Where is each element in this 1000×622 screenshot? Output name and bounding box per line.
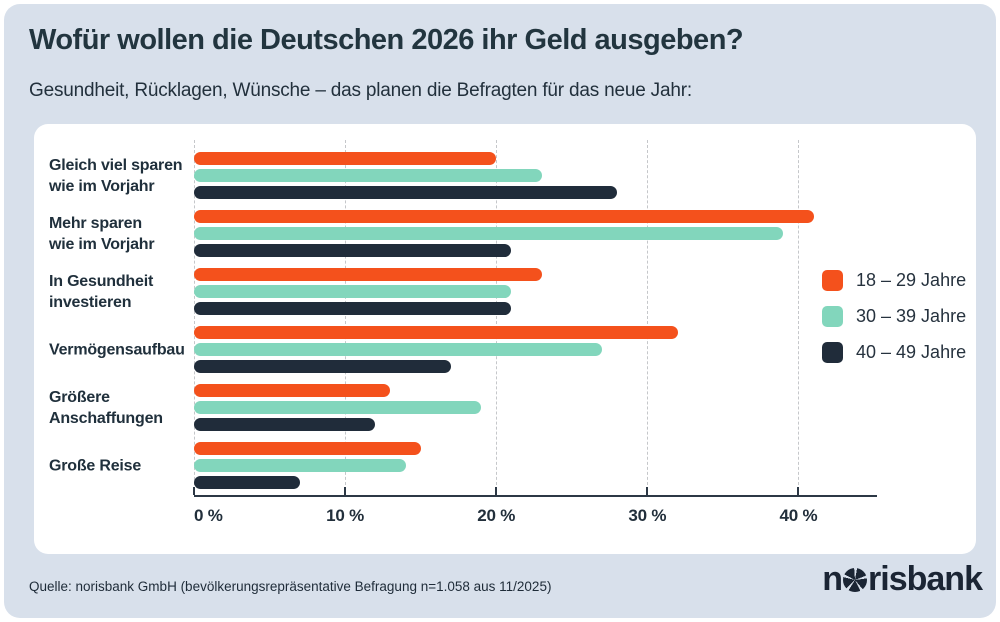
bar-group-3 — [194, 268, 542, 319]
x-tick-label-10: 10 % — [326, 506, 365, 525]
x-tick-label-40: 40 % — [779, 506, 818, 525]
x-tick-label-20: 20 % — [477, 506, 516, 525]
category-label: Gleich viel sparen wie im Vorjahr — [49, 156, 183, 195]
page-subtitle: Gesundheit, Rücklagen, Wünsche – das pla… — [29, 80, 692, 101]
bar-cat1-series2 — [194, 169, 542, 182]
x-tick-label-30: 30 % — [628, 506, 667, 525]
legend-swatch-icon — [822, 306, 843, 327]
gridline-0 — [194, 140, 195, 495]
bar-group-1 — [194, 152, 618, 203]
source-note: Quelle: norisbank GmbH (bevölkerungsrepr… — [29, 579, 552, 594]
bar-cat2-series3 — [194, 244, 512, 257]
bar-cat6-series2 — [194, 459, 406, 472]
legend-item-2: 30 – 39 Jahre — [822, 306, 966, 327]
chart-panel: Gleich viel sparen wie im Vorjahr Mehr sp… — [34, 124, 976, 554]
legend-swatch-icon — [822, 270, 843, 291]
bar-cat3-series2 — [194, 285, 512, 298]
legend-label: 40 – 49 Jahre — [856, 342, 967, 362]
gridline-10 — [345, 140, 347, 495]
axis-tick-20 — [495, 487, 498, 495]
bar-cat1-series1 — [194, 152, 497, 165]
category-label: Größere Anschaffungen — [49, 388, 163, 427]
category-label: Vermögensaufbau — [49, 341, 185, 358]
bar-cat5-series2 — [194, 401, 482, 414]
axis-tick-40 — [797, 487, 800, 495]
bar-group-5 — [194, 384, 482, 435]
gridline-20 — [496, 140, 498, 495]
gridline-40 — [798, 140, 800, 495]
bar-group-6 — [194, 442, 421, 493]
chart-legend: 18 – 29 Jahre 30 – 39 Jahre 40 – 49 Jahre — [822, 270, 966, 378]
legend-label: 30 – 39 Jahre — [856, 306, 967, 326]
infographic-card: Wofür wollen die Deutschen 2026 ihr Geld… — [4, 4, 996, 618]
bar-cat4-series1 — [194, 326, 678, 339]
bar-cat6-series3 — [194, 476, 300, 489]
bar-chart-plot-area — [193, 140, 877, 497]
legend-item-1: 18 – 29 Jahre — [822, 270, 966, 291]
bar-cat5-series1 — [194, 384, 391, 397]
category-label: In Gesundheit investieren — [49, 272, 154, 311]
gridline-30 — [647, 140, 649, 495]
bar-group-4 — [194, 326, 678, 377]
logo-pinwheel-o-icon — [843, 568, 868, 592]
x-tick-label-0: 0 % — [194, 506, 223, 525]
bar-cat1-series3 — [194, 186, 618, 199]
bar-cat5-series3 — [194, 418, 376, 431]
bar-cat6-series1 — [194, 442, 421, 455]
logo-text-n: n — [822, 560, 843, 598]
axis-tick-10 — [344, 487, 347, 495]
bar-cat2-series1 — [194, 210, 814, 223]
legend-label: 18 – 29 Jahre — [856, 270, 967, 290]
bar-cat4-series2 — [194, 343, 602, 356]
axis-tick-30 — [646, 487, 649, 495]
legend-item-3: 40 – 49 Jahre — [822, 342, 966, 363]
logo-text-risbank: risbank — [868, 560, 983, 598]
axis-tick-0 — [193, 487, 195, 495]
bar-cat2-series2 — [194, 227, 784, 240]
page-title: Wofür wollen die Deutschen 2026 ihr Geld… — [29, 24, 744, 56]
bar-group-2 — [194, 210, 814, 261]
category-label: Mehr sparen wie im Vorjahr — [49, 214, 155, 253]
legend-swatch-icon — [822, 342, 843, 363]
norisbank-logo: n risbank — [822, 560, 983, 599]
category-label: Große Reise — [49, 457, 142, 474]
bar-cat4-series3 — [194, 360, 451, 373]
bar-cat3-series1 — [194, 268, 542, 281]
bar-cat3-series3 — [194, 302, 512, 315]
